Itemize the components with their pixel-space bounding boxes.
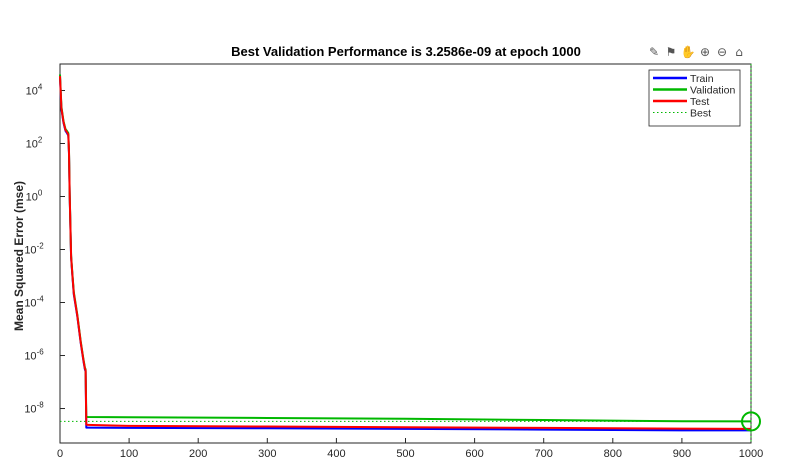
pan-hand-icon[interactable]: ✋ bbox=[680, 45, 696, 59]
y-tick-label: 100 bbox=[26, 189, 43, 204]
best-marker bbox=[741, 411, 761, 432]
x-tick-label: 600 bbox=[465, 448, 483, 460]
x-tick-label: 900 bbox=[673, 448, 691, 460]
figure-toolbar: ✎ ⚑ ✋ ⊕ ⊖ ⌂ bbox=[646, 44, 747, 60]
data-tips-icon[interactable]: ⚑ bbox=[665, 45, 677, 59]
chart-title: Best Validation Performance is 3.2586e-0… bbox=[231, 44, 581, 59]
y-tick-label: 10-8 bbox=[24, 401, 44, 416]
y-tick-label: 10-4 bbox=[24, 295, 44, 310]
series-line-test bbox=[59, 76, 752, 430]
x-tick-label: 700 bbox=[535, 448, 553, 460]
x-tick-label: 0 bbox=[57, 448, 63, 460]
series-lines bbox=[59, 64, 761, 443]
legend-label-test: Test bbox=[690, 96, 709, 108]
x-tick-label: 200 bbox=[189, 448, 207, 460]
x-tick-label: 100 bbox=[120, 448, 138, 460]
y-tick-label: 10-2 bbox=[24, 242, 44, 257]
y-axis-label: Mean Squared Error (mse) bbox=[12, 181, 26, 331]
axis-ticks: 0 100 200 300 400 500 600 700 800 900 1000 104 102 10… bbox=[24, 83, 763, 460]
y-tick-label: 102 bbox=[26, 136, 43, 151]
plot-area bbox=[59, 63, 752, 444]
y-tick-label: 10-6 bbox=[24, 348, 44, 363]
x-tick-label: 300 bbox=[258, 448, 276, 460]
x-tick-label: 500 bbox=[396, 448, 414, 460]
legend-box bbox=[648, 69, 741, 127]
x-tick-label: 1000 bbox=[739, 448, 763, 460]
y-tick-label: 104 bbox=[26, 83, 43, 98]
legend-label-best: Best bbox=[690, 108, 711, 120]
x-tick-label: 400 bbox=[327, 448, 345, 460]
legend-label-validation: Validation bbox=[690, 85, 735, 97]
home-icon[interactable]: ⌂ bbox=[735, 45, 743, 59]
zoom-in-icon[interactable]: ⊕ bbox=[699, 45, 711, 59]
zoom-out-icon[interactable]: ⊖ bbox=[716, 45, 728, 59]
legend-label-train: Train bbox=[690, 73, 714, 85]
brush-icon[interactable]: ✎ bbox=[648, 45, 660, 59]
x-tick-label: 800 bbox=[604, 448, 622, 460]
